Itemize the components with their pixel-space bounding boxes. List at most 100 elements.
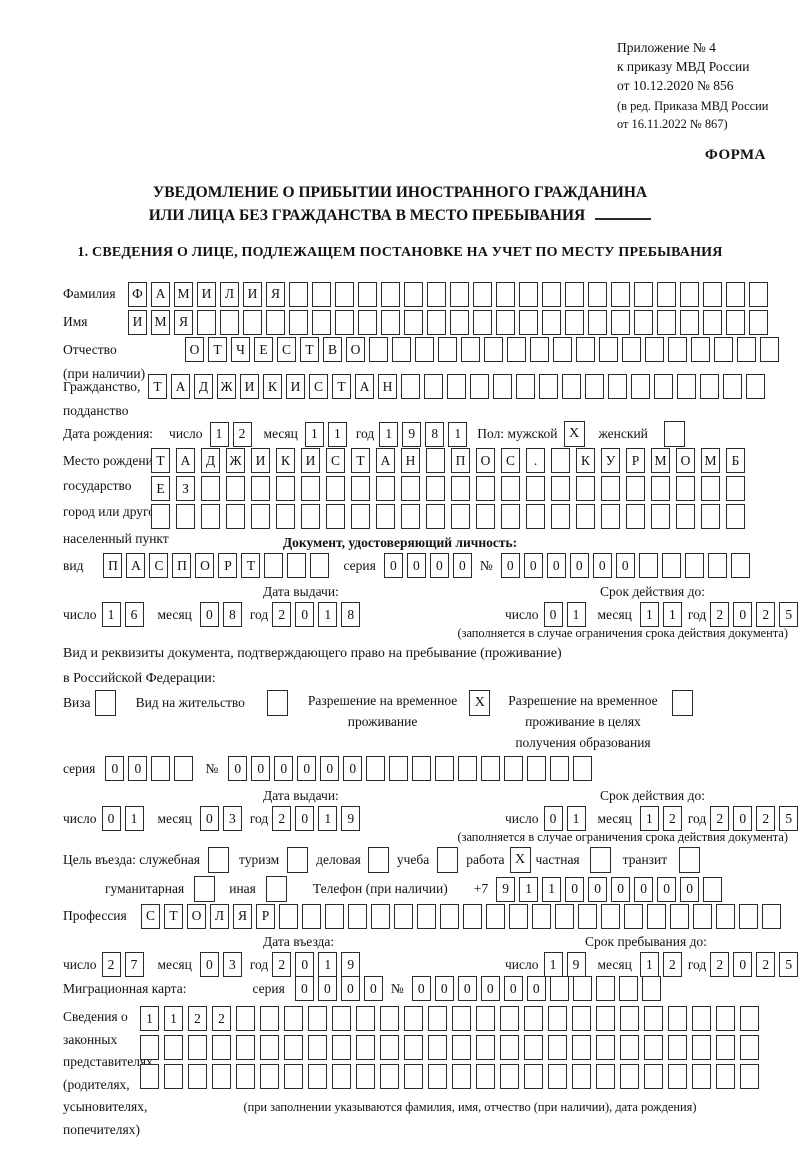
char-box[interactable] [308, 1064, 327, 1089]
char-box[interactable] [496, 281, 515, 307]
char-box[interactable] [668, 1035, 687, 1060]
char-box[interactable]: 7 [124, 952, 144, 977]
char-box[interactable]: 0 [657, 876, 677, 902]
char-box[interactable]: 0 [128, 756, 148, 781]
char-box[interactable]: Т [300, 337, 319, 362]
char-box[interactable]: 1 [209, 421, 229, 447]
char-box[interactable]: 0 [680, 876, 700, 902]
char-box[interactable] [661, 553, 681, 578]
char-box[interactable] [440, 903, 459, 929]
char-box[interactable]: 0 [457, 976, 477, 1001]
char-box[interactable] [716, 1064, 735, 1089]
char-box[interactable] [716, 1006, 735, 1031]
char-box[interactable]: П [451, 448, 470, 473]
char-box[interactable] [516, 374, 535, 399]
char-box[interactable] [358, 281, 377, 307]
char-box[interactable]: 0 [363, 976, 383, 1001]
char-box[interactable] [548, 1064, 567, 1089]
char-box[interactable]: 0 [320, 756, 340, 781]
char-box[interactable] [634, 281, 653, 307]
char-box[interactable] [476, 504, 495, 529]
char-box[interactable]: 0 [480, 976, 500, 1001]
char-box[interactable] [500, 1006, 519, 1031]
char-box[interactable] [276, 476, 295, 501]
char-box[interactable] [243, 309, 262, 335]
char-box[interactable]: 3 [222, 952, 242, 977]
char-box[interactable] [376, 504, 395, 529]
char-box[interactable] [676, 504, 695, 529]
char-box[interactable] [693, 903, 712, 929]
char-box[interactable]: А [151, 281, 170, 307]
char-box[interactable] [677, 374, 696, 399]
char-box[interactable]: 8 [425, 421, 445, 447]
residence-permit-checkbox[interactable] [266, 690, 288, 716]
char-box[interactable] [356, 1064, 375, 1089]
char-box[interactable] [740, 1035, 759, 1060]
char-box[interactable] [493, 374, 512, 399]
char-box[interactable] [201, 476, 220, 501]
char-box[interactable] [458, 756, 478, 781]
char-box[interactable]: 2 [710, 952, 730, 977]
char-box[interactable]: Л [210, 903, 229, 929]
char-box[interactable]: Ф [128, 281, 147, 307]
char-box[interactable] [451, 504, 470, 529]
char-box[interactable]: Е [254, 337, 273, 362]
char-box[interactable]: 0 [199, 952, 219, 977]
char-box[interactable] [356, 1006, 375, 1031]
char-box[interactable] [351, 476, 370, 501]
char-box[interactable]: 0 [406, 553, 426, 578]
char-box[interactable]: 1 [140, 1006, 159, 1031]
char-box[interactable] [588, 281, 607, 307]
char-box[interactable]: 0 [297, 756, 317, 781]
char-box[interactable]: 0 [523, 553, 543, 578]
char-box[interactable]: 0 [295, 806, 315, 831]
char-box[interactable]: О [676, 448, 695, 473]
char-box[interactable] [486, 903, 505, 929]
temp-residence-checkbox[interactable]: X [469, 690, 491, 716]
char-box[interactable] [484, 337, 503, 362]
char-box[interactable] [601, 903, 620, 929]
char-box[interactable]: М [151, 309, 170, 335]
char-box[interactable] [312, 281, 331, 307]
char-box[interactable]: И [301, 448, 320, 473]
char-box[interactable] [415, 337, 434, 362]
char-box[interactable] [651, 504, 670, 529]
char-box[interactable] [450, 309, 469, 335]
char-box[interactable]: Н [378, 374, 397, 399]
char-box[interactable] [308, 1035, 327, 1060]
char-box[interactable]: 9 [566, 952, 586, 977]
char-box[interactable] [447, 374, 466, 399]
char-box[interactable] [539, 374, 558, 399]
char-box[interactable] [726, 281, 745, 307]
char-box[interactable] [476, 1064, 495, 1089]
char-box[interactable] [301, 504, 320, 529]
char-box[interactable] [626, 476, 645, 501]
char-box[interactable] [287, 553, 307, 578]
char-box[interactable]: 1 [448, 421, 468, 447]
char-box[interactable] [284, 1006, 303, 1031]
char-box[interactable] [620, 1064, 639, 1089]
char-box[interactable] [473, 281, 492, 307]
char-box[interactable] [289, 281, 308, 307]
char-box[interactable] [707, 553, 727, 578]
char-box[interactable]: 0 [294, 976, 314, 1001]
char-box[interactable]: И [286, 374, 305, 399]
char-box[interactable] [638, 553, 658, 578]
char-box[interactable]: Б [726, 448, 745, 473]
char-box[interactable] [427, 309, 446, 335]
char-box[interactable] [626, 504, 645, 529]
char-box[interactable]: 9 [341, 952, 361, 977]
char-box[interactable]: 0 [199, 602, 219, 627]
char-box[interactable]: 0 [101, 806, 121, 831]
char-box[interactable] [452, 1064, 471, 1089]
char-box[interactable]: К [263, 374, 282, 399]
char-box[interactable] [435, 756, 455, 781]
purpose-study-checkbox[interactable] [437, 847, 459, 873]
char-box[interactable] [599, 337, 618, 362]
char-box[interactable] [260, 1064, 279, 1089]
char-box[interactable] [140, 1035, 159, 1060]
purpose-business-checkbox[interactable] [208, 847, 229, 873]
char-box[interactable] [164, 1064, 183, 1089]
char-box[interactable]: 0 [526, 976, 546, 1001]
char-box[interactable] [651, 476, 670, 501]
